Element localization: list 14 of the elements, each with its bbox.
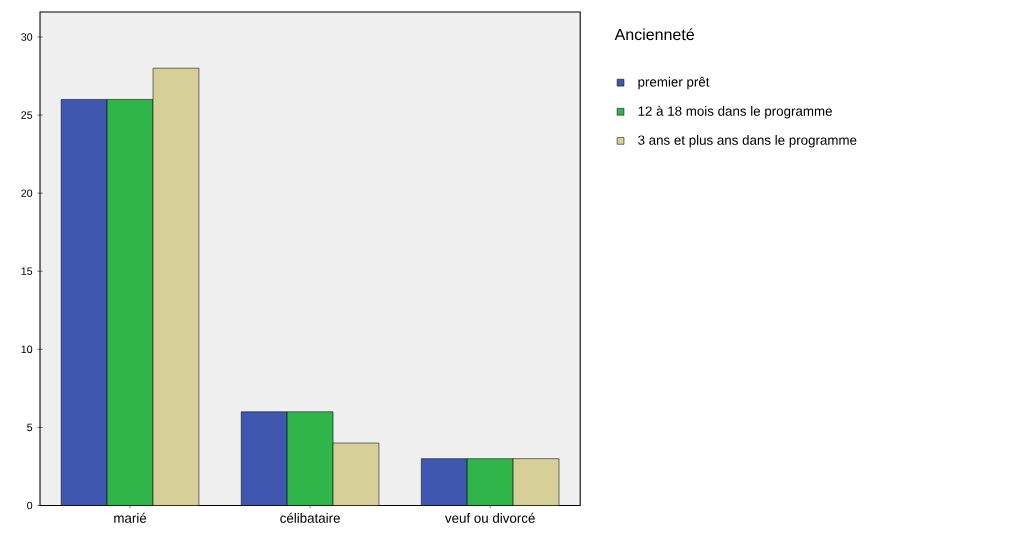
- y-tick-label: 25: [21, 111, 33, 120]
- legend-label: premier prêt: [638, 77, 710, 90]
- legend-title: Ancienneté: [614, 28, 694, 41]
- legend-label: 12 à 18 mois dans le programme: [638, 106, 832, 119]
- legend-label: 3 ans et plus ans dans le programme: [638, 135, 857, 148]
- y-tick-label: 5: [27, 423, 33, 432]
- x-tick-label: veuf ou divorcé: [444, 513, 535, 524]
- y-tick-label: 20: [21, 189, 33, 198]
- x-tick-label: célibataire: [280, 513, 340, 524]
- y-tick-label: 15: [21, 267, 33, 276]
- x-tick-label: marié: [114, 513, 147, 524]
- y-tick-label: 0: [27, 501, 33, 510]
- y-tick-label: 10: [21, 345, 33, 354]
- y-tick-label: 30: [21, 33, 33, 42]
